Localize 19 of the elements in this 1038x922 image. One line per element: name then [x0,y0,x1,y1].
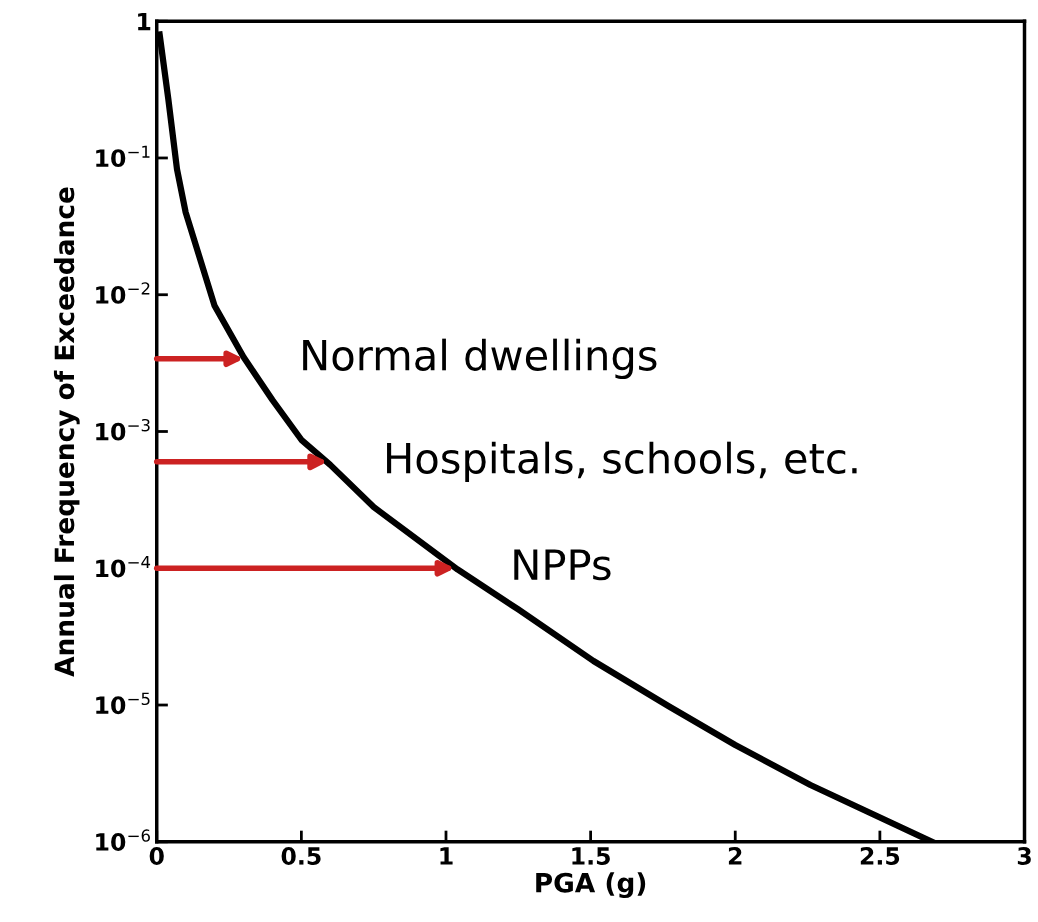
annotation: Hospitals, schools, etc. [387,441,857,482]
annotation: NPPs [514,549,611,581]
annotation: Normal dwellings [303,338,657,379]
y-axis-title: Annual Frequency of Exceedance [53,187,80,677]
x-tick-label: 1.5 [572,847,610,865]
y-tick-label: 1 [138,12,151,31]
x-tick-label: 1 [440,847,453,865]
x-tick-label: 2 [728,847,742,865]
y-tick-label: 10$^{−6}$ [96,829,150,851]
y-tick-label: 10$^{−4}$ [96,555,151,578]
x-tick-label: 2.5 [860,847,900,865]
y-tick-label: 10$^{−5}$ [96,692,150,715]
x-tick-label: 3 [1017,847,1031,865]
x-axis-title: PGA (g) [536,872,646,898]
x-tick-label: 0 [149,847,164,865]
y-tick-label: 10$^{−1}$ [96,145,150,168]
y-tick-label: 10$^{−3}$ [96,418,150,441]
y-tick-label: 10$^{−2}$ [96,282,150,304]
x-tick-label: 0.5 [281,847,321,865]
